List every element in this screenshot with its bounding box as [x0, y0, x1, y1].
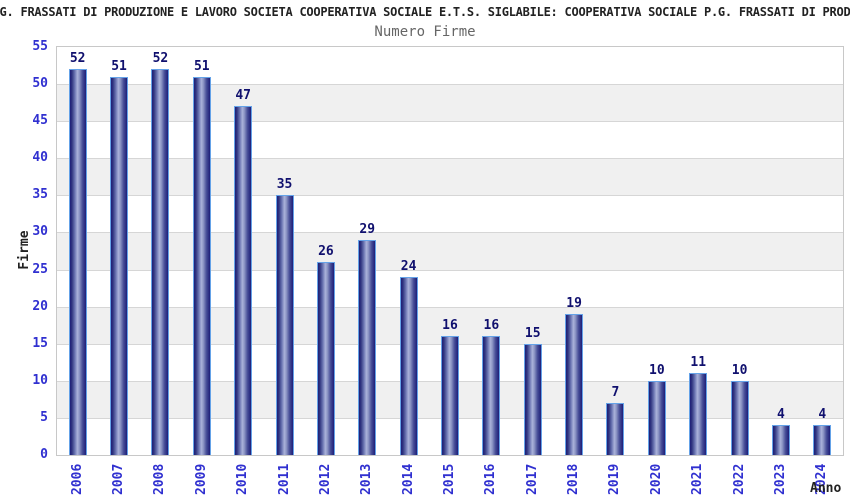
x-tick-label: 2009 [193, 463, 209, 495]
bar-value-label: 4 [777, 407, 785, 422]
x-tick-label: 2008 [152, 463, 168, 495]
x-tick-label: 2013 [359, 463, 375, 495]
x-tick-label: 2021 [690, 463, 706, 495]
y-tick-label: 50 [32, 76, 48, 92]
bar-2007 [110, 77, 129, 455]
bar-value-label: 52 [69, 51, 86, 66]
bar-2010 [234, 106, 253, 455]
bar-2017 [523, 344, 542, 455]
y-tick-label: 40 [32, 150, 48, 166]
gridline [57, 307, 843, 308]
bar-value-label: 10 [649, 363, 665, 378]
x-tick-label: 2010 [235, 463, 251, 495]
bar-value-label: 7 [611, 385, 620, 400]
bar-2018 [565, 314, 584, 455]
x-tick-label: 2018 [566, 463, 582, 495]
x-tick-label: 2012 [317, 463, 333, 495]
x-tick-label: 2017 [524, 463, 540, 495]
bar-value-label: 19 [566, 296, 582, 311]
gridline [57, 195, 843, 196]
bar-2022 [730, 381, 749, 455]
bar-2019 [606, 403, 625, 455]
x-tick-label: 2022 [731, 463, 747, 495]
bar-value-label: 16 [442, 318, 458, 333]
bar-value-label: 52 [152, 51, 169, 66]
x-tick-label: 2006 [69, 463, 85, 495]
y-tick-label: 30 [32, 224, 48, 240]
bar-2024 [813, 425, 832, 455]
y-tick-label: 0 [40, 447, 48, 462]
bar-2014 [399, 277, 418, 455]
bar-2013 [358, 240, 377, 455]
bar-2015 [441, 336, 459, 455]
chart-title: G. FRASSATI DI PRODUZIONE E LAVORO SOCIE… [0, 5, 850, 19]
y-tick-label: 10 [32, 372, 48, 388]
y-tick-label: 45 [32, 113, 48, 129]
gridline [57, 84, 843, 85]
bar-value-label: 15 [524, 326, 541, 341]
x-tick-label: 2007 [111, 463, 127, 495]
bar-value-label: 16 [483, 318, 500, 333]
bar-2021 [689, 373, 708, 455]
x-tick-label: 2020 [648, 463, 664, 495]
x-tick-label: 2019 [607, 463, 623, 495]
bar-value-label: 26 [318, 244, 334, 259]
bar-value-label: 51 [111, 59, 127, 74]
gridline [57, 121, 843, 122]
bar-value-label: 10 [731, 363, 748, 378]
plot-area: 52 51 52 51 47 35 26 29 24 16 16 15 19 7 10 11 10 4 4 [56, 46, 844, 456]
bar-value-label: 47 [235, 88, 251, 103]
bar-value-label: 11 [690, 355, 707, 370]
x-tick-label: 2023 [772, 463, 788, 495]
y-tick-label: 15 [32, 335, 48, 351]
bar-value-label: 24 [400, 259, 417, 274]
bar-2009 [192, 77, 211, 455]
plot-band [57, 158, 843, 196]
bar-2006 [68, 69, 87, 455]
plot-band [57, 84, 843, 122]
y-axis-title: Firme [17, 230, 32, 270]
gridline [57, 232, 843, 233]
bar-value-label: 29 [359, 222, 376, 237]
bar-2016 [482, 336, 501, 455]
y-tick-label: 5 [40, 409, 48, 425]
y-tick-label: 20 [32, 298, 48, 314]
x-tick-label: 2011 [276, 463, 292, 495]
x-tick-label: 2014 [400, 463, 416, 495]
bar-2011 [275, 195, 294, 455]
plot-band [57, 232, 843, 270]
bar-value-label: 4 [818, 407, 827, 422]
x-tick-label: 2015 [442, 463, 457, 495]
bar-2008 [151, 69, 170, 455]
x-axis-title: Anno [810, 481, 842, 496]
chart-subtitle: Numero Firme [374, 24, 476, 40]
bar-2012 [316, 262, 335, 455]
bar-value-label: 51 [193, 59, 210, 74]
y-tick-label: 25 [32, 261, 48, 277]
y-tick-label: 55 [32, 39, 48, 54]
bar-2020 [647, 381, 666, 455]
gridline [57, 270, 843, 271]
x-tick-label: 2016 [483, 463, 499, 495]
bar-value-label: 35 [276, 177, 293, 192]
bar-2023 [771, 425, 790, 455]
y-tick-label: 35 [32, 187, 48, 203]
gridline [57, 158, 843, 159]
